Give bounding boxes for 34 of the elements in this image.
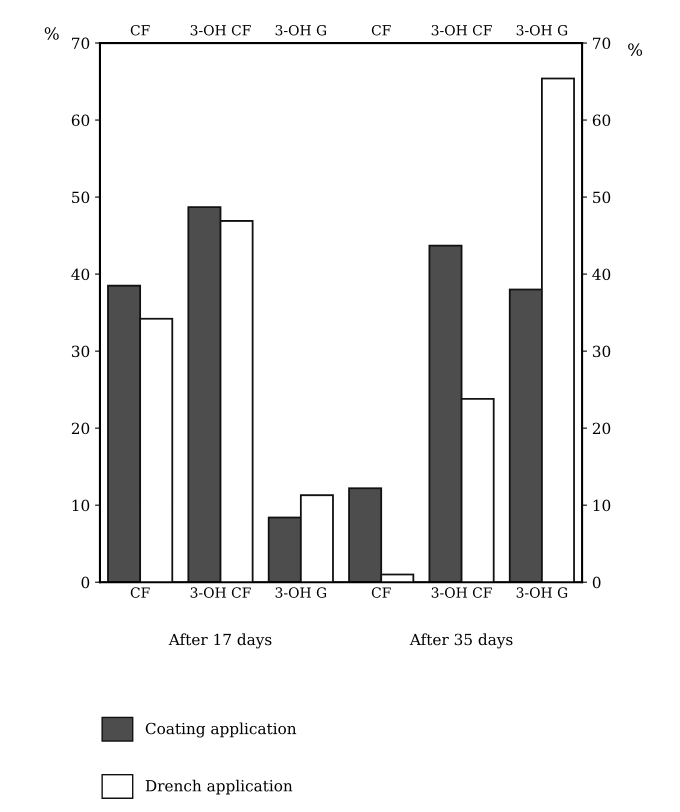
y-tick-label: 70	[72, 38, 90, 50]
y2-tick-label: 0	[592, 576, 601, 588]
y2-tick-label: 40	[592, 268, 610, 280]
y2-tick-label: 50	[593, 192, 610, 204]
y-tick-label: 20	[72, 422, 90, 434]
category-label: CF	[130, 24, 150, 36]
x-tick-label: CF	[130, 587, 150, 598]
legend-label: Coating application	[146, 722, 296, 738]
y2-tick-label: 10	[594, 500, 610, 512]
x-tick-label: 3-OH CF	[432, 587, 492, 598]
y-axis-title: %	[44, 27, 59, 40]
y-tick-label: 40	[71, 268, 90, 280]
category-label: 3-OH G	[516, 24, 568, 36]
text: After 17 days	[168, 633, 272, 648]
y2-axis-title: %	[628, 43, 642, 56]
y-tick-label: 50	[72, 192, 90, 204]
category-label: 3-OH CF	[432, 24, 492, 36]
y-tick-label: 60	[72, 114, 90, 126]
x-tick-label: CF	[372, 587, 391, 598]
x-tick-label: 3-OH CF	[190, 587, 251, 598]
y-tick-label: 10	[72, 500, 90, 512]
y2-tick-label: 60	[592, 114, 610, 126]
category-label: 3-OH G	[276, 24, 326, 36]
text: After 35 days	[410, 633, 512, 648]
y2-tick-label: 30	[592, 346, 610, 358]
y2-tick-label: 20	[592, 422, 610, 434]
x-tick-label: 3-OH G	[516, 587, 568, 598]
y-tick-label: 0	[82, 576, 90, 588]
category-label: 3-OH CF	[190, 24, 251, 36]
x-tick-label: 3-OH G	[276, 587, 326, 598]
category-label: CF	[372, 24, 391, 36]
y2-tick-label: 70	[593, 38, 610, 50]
legend-label: Drench application	[146, 780, 292, 794]
y-tick-label: 30	[72, 346, 90, 358]
